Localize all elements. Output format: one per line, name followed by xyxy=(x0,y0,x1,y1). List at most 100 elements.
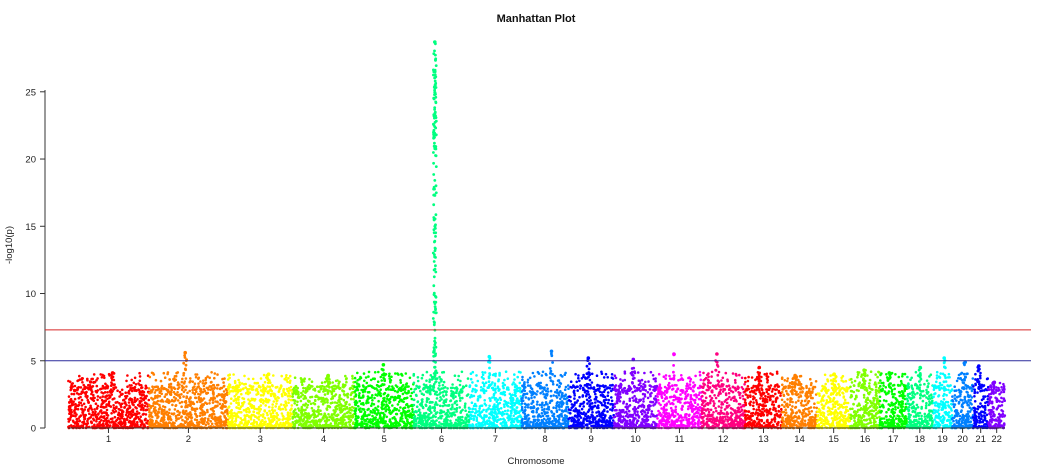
chromosome-7-points xyxy=(468,354,523,430)
snp-point xyxy=(447,423,450,426)
snp-point xyxy=(212,412,216,416)
snp-point xyxy=(242,400,246,404)
snp-point xyxy=(418,411,422,415)
snp-point xyxy=(434,64,438,67)
snp-point xyxy=(98,421,101,425)
snp-point xyxy=(373,377,376,381)
snp-point xyxy=(247,398,250,401)
snp-point xyxy=(93,408,96,411)
snp-point xyxy=(427,413,430,416)
snp-point xyxy=(451,405,454,409)
snp-point xyxy=(485,408,488,412)
snp-point xyxy=(222,381,225,384)
snp-point xyxy=(83,417,87,421)
snp-point xyxy=(493,416,496,420)
snp-point xyxy=(255,421,258,425)
snp-point xyxy=(231,416,234,420)
snp-point xyxy=(471,370,475,374)
snp-point xyxy=(92,399,96,403)
peak-snp-point xyxy=(381,363,386,367)
snp-point xyxy=(397,400,401,404)
snp-point xyxy=(336,385,340,389)
snp-point xyxy=(510,396,514,400)
snp-point xyxy=(451,386,455,390)
snp-point xyxy=(307,386,311,390)
snp-point xyxy=(125,417,128,421)
snp-point xyxy=(233,411,236,415)
snp-point xyxy=(139,397,143,400)
snp-point xyxy=(305,406,309,409)
snp-point xyxy=(356,371,359,375)
snp-point xyxy=(553,417,557,421)
snp-point xyxy=(174,414,178,418)
snp-point xyxy=(474,390,477,394)
snp-point xyxy=(242,387,245,390)
snp-point xyxy=(354,412,357,416)
snp-point xyxy=(184,363,188,367)
snp-point xyxy=(553,422,556,426)
snp-point xyxy=(504,370,508,374)
snp-point xyxy=(433,354,437,358)
snp-point xyxy=(259,377,263,380)
snp-point xyxy=(563,409,567,413)
snp-point xyxy=(82,383,85,387)
snp-point xyxy=(308,400,311,403)
snp-point xyxy=(105,420,108,424)
snp-point xyxy=(362,408,366,411)
snp-point xyxy=(195,421,199,424)
snp-point xyxy=(454,424,457,428)
snp-point xyxy=(134,399,138,403)
snp-point xyxy=(216,404,219,408)
snp-point xyxy=(555,388,559,392)
snp-point xyxy=(237,403,240,407)
snp-point xyxy=(555,396,559,399)
snp-point xyxy=(90,389,93,392)
snp-point xyxy=(461,390,464,393)
snp-point xyxy=(397,387,401,391)
snp-point xyxy=(320,387,323,391)
snp-point xyxy=(352,421,355,424)
snp-point xyxy=(100,415,103,418)
snp-point xyxy=(95,379,98,382)
snp-point xyxy=(576,389,579,392)
snp-point xyxy=(354,393,358,396)
snp-point xyxy=(434,145,438,149)
snp-point xyxy=(257,385,261,389)
snp-point xyxy=(173,408,177,411)
snp-point xyxy=(174,419,178,422)
snp-point xyxy=(148,408,151,412)
snp-point xyxy=(366,397,370,401)
snp-point xyxy=(360,420,364,424)
snp-point xyxy=(79,401,83,405)
snp-point xyxy=(432,187,435,191)
snp-point xyxy=(103,391,107,394)
snp-point xyxy=(483,391,486,395)
snp-point xyxy=(99,409,103,412)
snp-point xyxy=(361,390,365,394)
snp-point xyxy=(469,377,473,381)
snp-point xyxy=(561,422,565,426)
snp-point xyxy=(434,100,438,104)
snp-point xyxy=(121,410,125,413)
snp-point xyxy=(426,386,430,390)
snp-point xyxy=(319,385,322,388)
snp-point xyxy=(173,387,177,391)
snp-point xyxy=(357,396,361,399)
snp-point xyxy=(95,415,99,419)
snp-point xyxy=(506,377,510,381)
snp-point xyxy=(185,395,189,399)
snp-point xyxy=(546,407,549,411)
snp-point xyxy=(458,383,462,387)
snp-point xyxy=(551,382,555,386)
snp-point xyxy=(301,383,304,387)
snp-point xyxy=(112,421,116,424)
snp-point xyxy=(521,417,524,421)
snp-point xyxy=(83,386,86,389)
snp-point xyxy=(577,374,580,377)
snp-point xyxy=(468,385,472,389)
snp-point xyxy=(502,403,506,406)
snp-point xyxy=(190,416,194,419)
snp-point xyxy=(143,418,147,422)
snp-point xyxy=(319,412,323,416)
snp-point xyxy=(269,392,273,396)
